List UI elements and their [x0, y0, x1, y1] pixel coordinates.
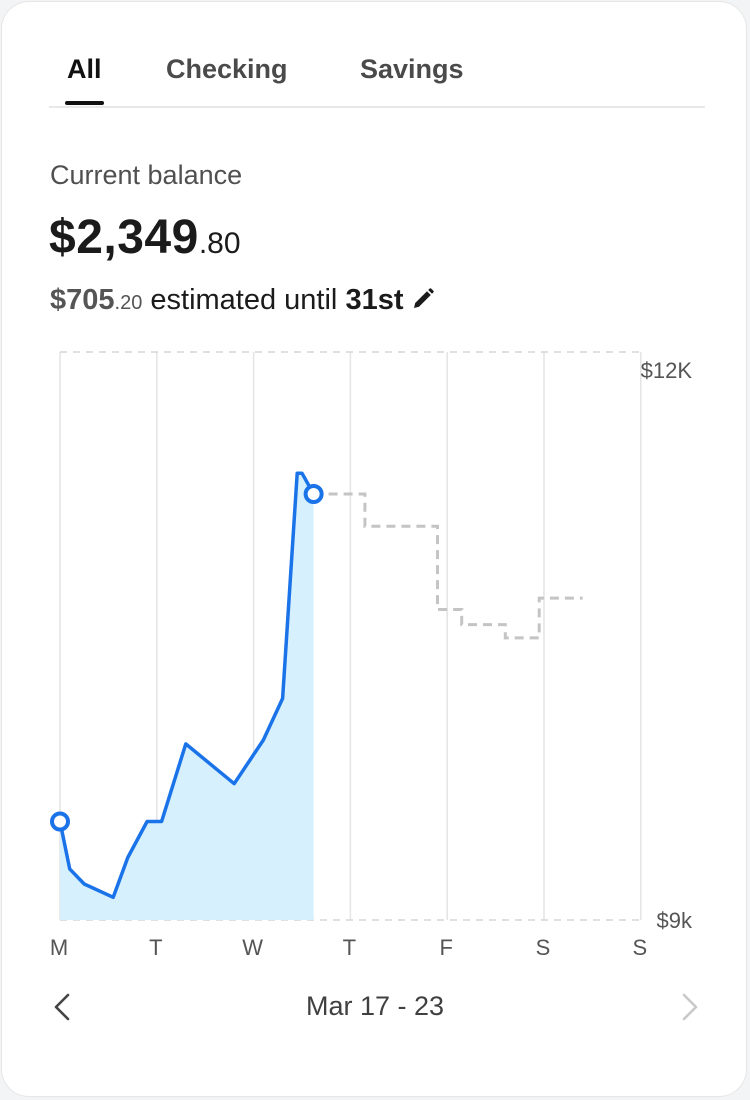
current-balance-label: Current balance: [50, 160, 243, 190]
pencil-icon[interactable]: [411, 286, 435, 319]
estimate-line: $705.20 estimated until 31st: [50, 284, 435, 319]
chevron-left-icon[interactable]: [48, 991, 80, 1023]
estimate-cents: .20: [114, 292, 143, 314]
estimate-whole: $705: [50, 284, 115, 316]
week-navigation: Mar 17 - 23: [0, 985, 750, 1029]
tab-all[interactable]: All: [65, 54, 104, 105]
chevron-right-icon[interactable]: [672, 991, 704, 1023]
balance-cents: .80: [198, 227, 241, 260]
tab-savings[interactable]: Savings: [360, 54, 464, 84]
estimate-day: 31st: [345, 284, 404, 316]
balance-whole: $2,349: [49, 211, 199, 264]
estimate-text: estimated until: [142, 284, 346, 316]
tab-checking[interactable]: Checking: [166, 54, 288, 84]
account-tabs: All Checking Savings: [49, 40, 705, 108]
week-range-label: Mar 17 - 23: [305, 991, 445, 1021]
current-balance-amount: $2,349.80: [49, 210, 241, 265]
